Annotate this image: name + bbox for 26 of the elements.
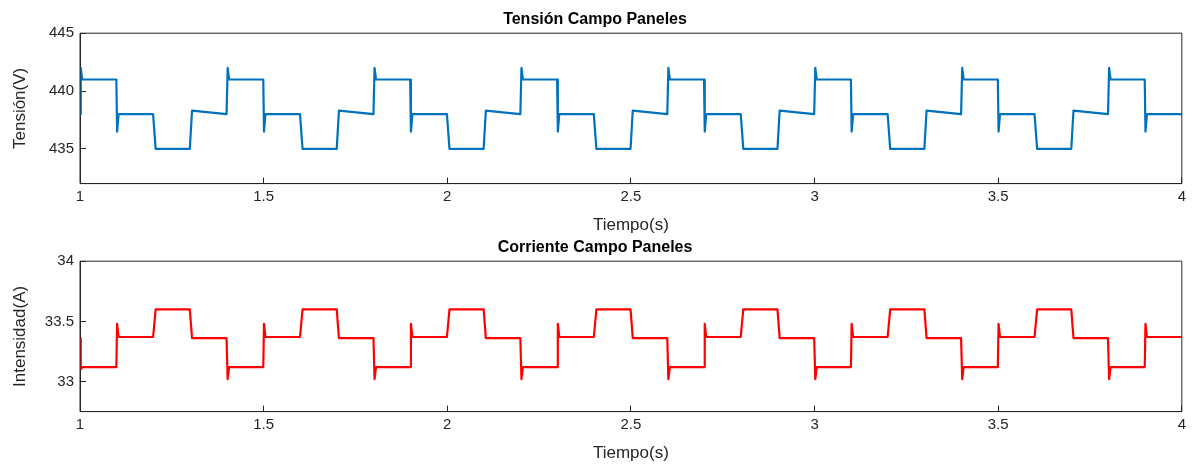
chart-title: Tensión Campo Paneles (503, 10, 687, 28)
y-tick-label: 33 (57, 371, 74, 389)
x-tick-label: 1.5 (253, 186, 275, 204)
x-tick-label: 4 (1177, 186, 1186, 204)
x-axis-title: Tiempo(s) (592, 443, 669, 463)
chart-title: Corriente Campo Paneles (497, 238, 693, 256)
x-tick-label: 3 (810, 414, 819, 432)
x-tick-label: 1 (75, 186, 85, 204)
x-axis-title: Tiempo(s) (592, 215, 669, 235)
x-tick-label: 3.5 (987, 414, 1009, 432)
y-axis-title: Tensión(V) (9, 67, 29, 150)
x-tick-label: 1.5 (253, 414, 275, 432)
y-axis-title: Intensidad(A) (9, 285, 29, 387)
y-tick-label: 34 (57, 251, 74, 269)
y-tick-label: 445 (48, 23, 74, 41)
x-tick-label: 2 (443, 414, 452, 432)
x-tick-label: 3 (810, 186, 819, 204)
x-tick-label: 2.5 (620, 414, 642, 432)
y-tick-label: 33.5 (44, 311, 74, 329)
x-tick-label: 3.5 (987, 186, 1009, 204)
y-tick-label: 440 (48, 81, 74, 99)
x-tick-label: 1 (75, 414, 85, 432)
y-tick-label: 435 (48, 139, 74, 157)
x-tick-label: 2 (443, 186, 452, 204)
x-tick-label: 2.5 (620, 186, 642, 204)
x-tick-label: 4 (1177, 414, 1186, 432)
